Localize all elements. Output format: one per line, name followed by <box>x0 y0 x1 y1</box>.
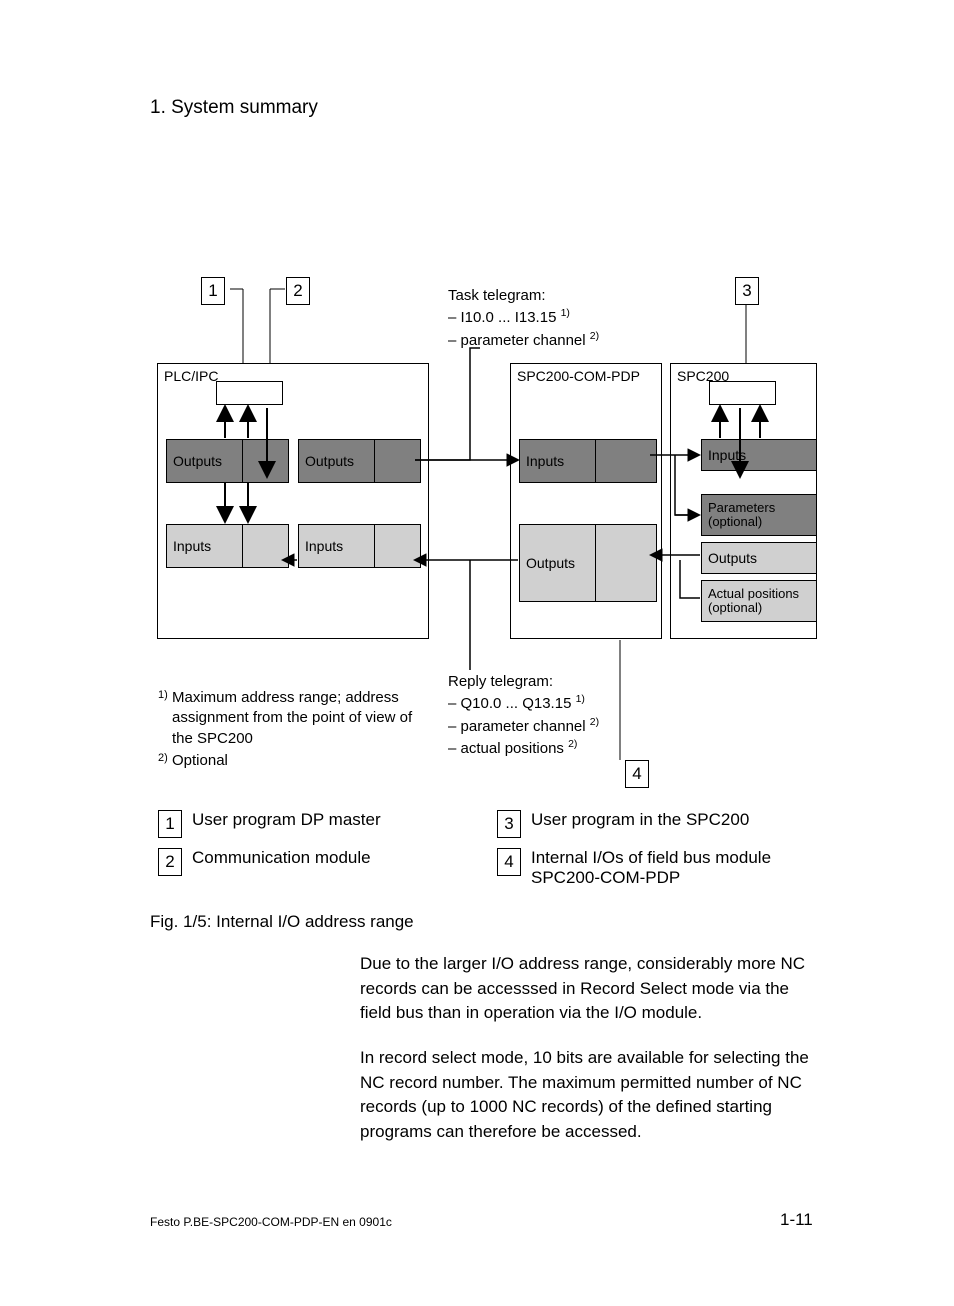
legend-box-3: 3 <box>497 810 521 838</box>
paragraph-1: Due to the larger I/O address range, con… <box>360 952 815 1026</box>
legend-text-1: User program DP master <box>192 810 381 830</box>
legend-box-2: 2 <box>158 848 182 876</box>
legend-text-3: User program in the SPC200 <box>531 810 749 830</box>
footer-left: Festo P.BE-SPC200-COM-PDP-EN en 0901c <box>150 1215 392 1229</box>
legend-right: 3 User program in the SPC200 4 Internal … <box>497 810 817 898</box>
legend-box-1: 1 <box>158 810 182 838</box>
legend-text-4: Internal I/Os of field bus module SPC200… <box>531 848 817 888</box>
reply-telegram-line2: – parameter channel 2) <box>448 715 698 737</box>
paragraph-2: In record select mode, 10 bits are avail… <box>360 1046 815 1145</box>
page-number: 1-11 <box>780 1210 813 1230</box>
legend-text-2: Communication module <box>192 848 371 868</box>
legend-left: 1 User program DP master 2 Communication… <box>158 810 478 886</box>
reply-telegram-line3: – actual positions 2) <box>448 737 698 759</box>
reply-telegram-line1: – Q10.0 ... Q13.15 1) <box>448 692 698 714</box>
legend-box-4: 4 <box>497 848 521 876</box>
footnote-2-text: Optional <box>172 751 428 771</box>
callout-4: 4 <box>625 760 649 788</box>
reply-telegram-label: Reply telegram: – Q10.0 ... Q13.15 1) – … <box>448 672 698 759</box>
footnote-1-text: Maximum address range; address assignmen… <box>172 688 428 749</box>
figure-caption: Fig. 1/5: Internal I/O address range <box>150 912 414 932</box>
footnotes: 1) Maximum address range; address assign… <box>158 688 428 771</box>
reply-telegram-title: Reply telegram: <box>448 672 698 692</box>
